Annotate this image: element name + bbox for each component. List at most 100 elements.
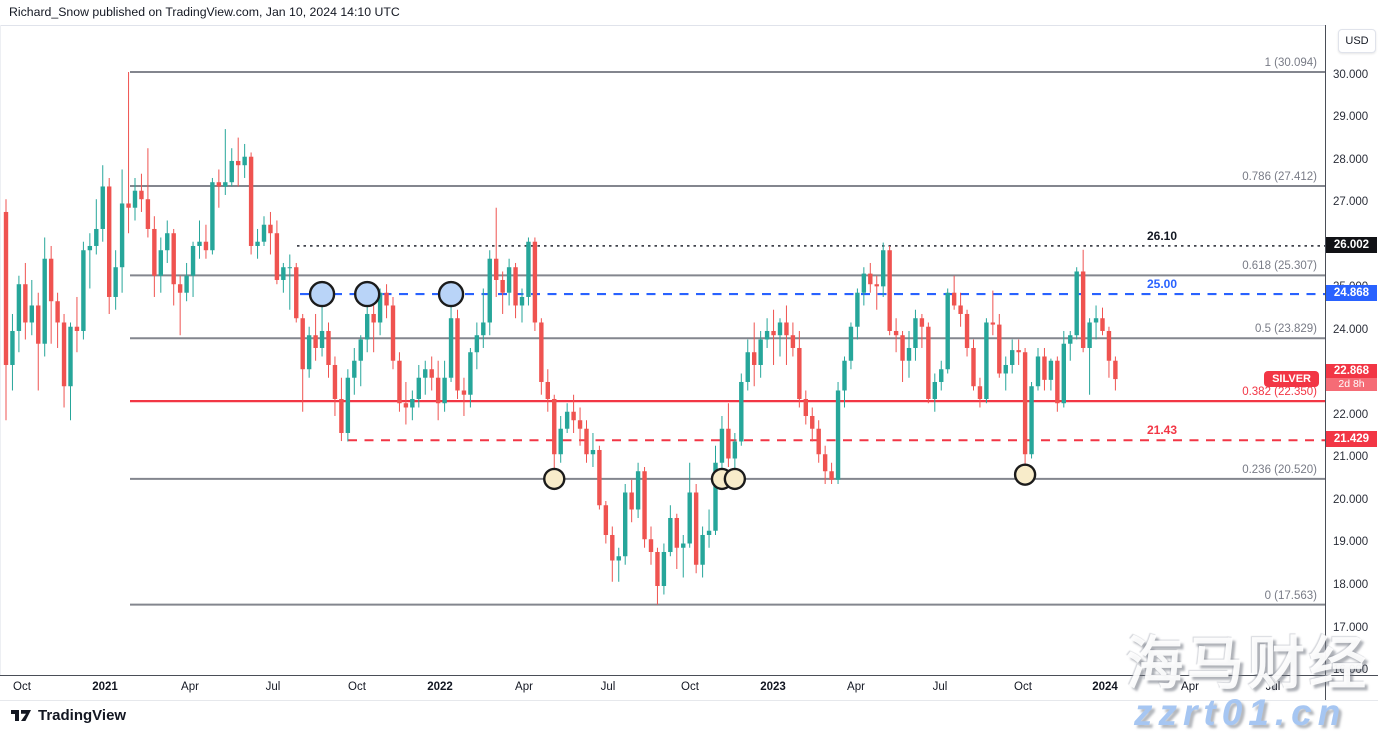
candle-body bbox=[771, 330, 776, 336]
candle-body bbox=[687, 492, 692, 544]
time-axis-month-label: Apr bbox=[1181, 681, 1199, 693]
candle-body bbox=[526, 241, 531, 297]
candle-body bbox=[371, 313, 376, 323]
candle-body bbox=[365, 313, 370, 340]
candle-body bbox=[248, 156, 254, 246]
candle-body bbox=[416, 377, 421, 399]
watermark-site: zzrt01.cn bbox=[1134, 692, 1347, 733]
time-axis-month-label: Apr bbox=[515, 681, 533, 693]
candle-body bbox=[1048, 360, 1054, 380]
candle-body bbox=[726, 428, 731, 459]
candle-body bbox=[681, 543, 686, 548]
candle-body bbox=[1022, 352, 1028, 455]
candle-body bbox=[764, 330, 770, 340]
candle-body bbox=[506, 267, 512, 293]
candle-body bbox=[906, 347, 912, 361]
tradingview-brand[interactable]: TradingView bbox=[38, 706, 127, 724]
candle-body bbox=[358, 339, 363, 361]
candle-body bbox=[855, 292, 860, 327]
candle-body bbox=[971, 347, 976, 387]
candle-body bbox=[797, 347, 802, 399]
currency-toggle-button[interactable]: USD bbox=[1338, 29, 1376, 53]
candle-body bbox=[1029, 386, 1034, 455]
chart-pane[interactable]: 1 (30.094) 0.786 (27.412) 0.618 (25.307) 0.… bbox=[0, 25, 1325, 675]
candle-body bbox=[500, 279, 505, 293]
candle-body bbox=[984, 322, 989, 399]
price-axis-label: 16.000 bbox=[1333, 664, 1369, 676]
candle-body bbox=[997, 324, 1002, 374]
candle-body bbox=[874, 284, 879, 287]
candle-body bbox=[597, 449, 602, 506]
candle-body bbox=[68, 326, 73, 387]
candle-body bbox=[1055, 360, 1060, 404]
candle-body bbox=[822, 454, 828, 472]
price-axis-label: 17.000 bbox=[1333, 621, 1369, 634]
candle-body bbox=[810, 415, 815, 429]
price-axis-label: 27.000 bbox=[1333, 196, 1369, 209]
candle-body bbox=[229, 160, 234, 183]
last-price-value: 22.868 bbox=[1326, 364, 1377, 379]
candle-body bbox=[300, 318, 305, 370]
price-axis[interactable]: USD 22.868 2d 8h 30.000 29.000 28.000 27.00… bbox=[1326, 0, 1378, 734]
price-line-badge: 24.868 bbox=[1326, 285, 1377, 302]
time-axis[interactable]: Oct 2021 Apr Jul Oct 2022 Apr Jul Oct 2023 Apr Jul O… bbox=[0, 675, 1326, 700]
price-axis-label: 21.000 bbox=[1333, 451, 1369, 464]
candle-body bbox=[94, 228, 99, 246]
blue-circle-marker bbox=[354, 280, 381, 308]
time-axis-month-label: Jul bbox=[265, 681, 281, 693]
time-axis-month-label: Apr bbox=[847, 681, 865, 693]
candle-body bbox=[100, 186, 105, 229]
candle-body bbox=[752, 352, 757, 365]
bar-countdown: 2d 8h bbox=[1326, 378, 1377, 392]
candle-body bbox=[577, 420, 583, 429]
candle-body bbox=[190, 245, 196, 276]
tradingview-logo-icon bbox=[11, 710, 31, 721]
price-axis-label: 30.000 bbox=[1333, 68, 1369, 81]
watermark-cn: 海马财经 bbox=[1126, 632, 1370, 696]
candle-body bbox=[165, 233, 170, 251]
price-axis-label: 28.000 bbox=[1333, 153, 1369, 166]
candles bbox=[3, 71, 1118, 605]
candle-body bbox=[519, 296, 525, 306]
footer: TradingView bbox=[10, 706, 126, 724]
candle-body bbox=[777, 322, 783, 336]
candle-body bbox=[74, 326, 80, 331]
candle-body bbox=[236, 160, 241, 166]
candle-body bbox=[661, 551, 667, 586]
blue-circle-marker bbox=[308, 280, 336, 308]
candle-body bbox=[1093, 318, 1099, 323]
candle-body bbox=[629, 492, 634, 510]
candle-body bbox=[410, 398, 415, 408]
pane-top-border bbox=[0, 25, 1326, 26]
candle-body bbox=[816, 428, 821, 455]
candle-body bbox=[951, 292, 957, 306]
candle-body bbox=[107, 186, 112, 297]
candle-body bbox=[119, 203, 125, 268]
time-axis-month-label: Oct bbox=[681, 681, 699, 693]
candle-body bbox=[255, 241, 260, 246]
candle-body bbox=[674, 517, 679, 548]
time-axis-month-label: Jul bbox=[600, 681, 616, 693]
candle-body bbox=[403, 403, 409, 408]
candle-body bbox=[713, 462, 718, 531]
price-axis-border bbox=[1325, 25, 1326, 701]
candle-body bbox=[616, 556, 621, 561]
candle-body bbox=[390, 305, 396, 361]
candle-body bbox=[964, 313, 970, 348]
candle-body bbox=[113, 267, 118, 297]
candle-body bbox=[590, 449, 596, 455]
candle-body bbox=[377, 292, 383, 323]
candle-body bbox=[42, 258, 47, 344]
candle-body bbox=[887, 250, 892, 331]
time-axis-month-label: Jul bbox=[932, 681, 948, 693]
candle-body bbox=[171, 233, 176, 285]
time-axis-month-label: Apr bbox=[181, 681, 199, 693]
time-axis-year-label: 2024 bbox=[1092, 681, 1118, 693]
candle-body bbox=[1035, 356, 1041, 387]
candle-body bbox=[545, 381, 550, 399]
candle-body bbox=[835, 390, 841, 480]
candle-body bbox=[848, 326, 854, 361]
candle-body bbox=[558, 428, 563, 455]
candle-body bbox=[868, 273, 873, 285]
